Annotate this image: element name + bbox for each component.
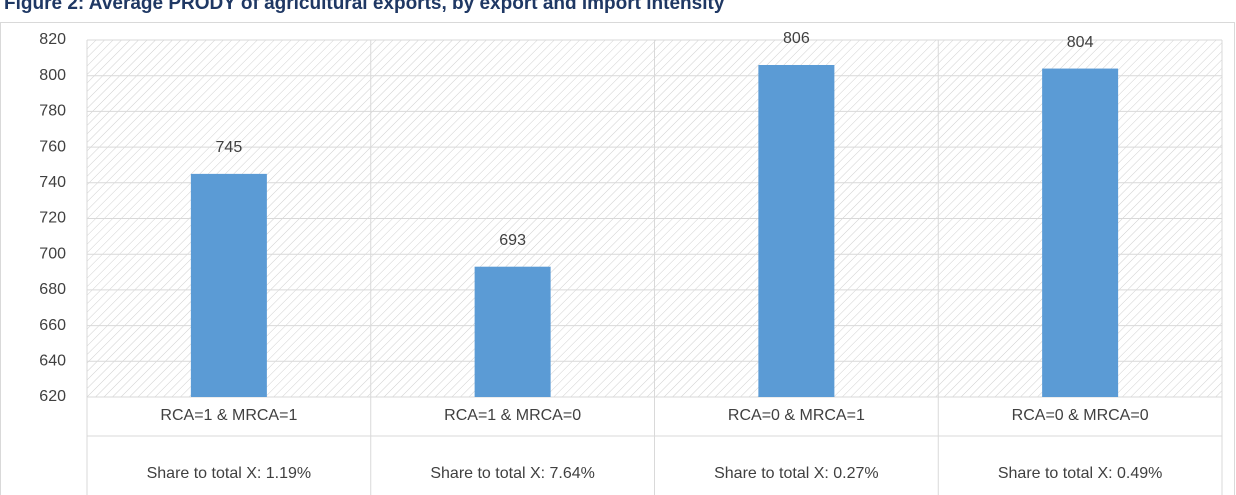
bar <box>1042 68 1119 397</box>
y-tick-label: 700 <box>39 245 66 262</box>
x-subcategory-label: Share to total X: 0.49% <box>998 465 1163 482</box>
x-subcategory-label: Share to total X: 1.19% <box>147 465 312 482</box>
x-tick-label: RCA=0 & MRCA=1 <box>728 407 865 424</box>
x-tick-label: RCA=1 & MRCA=1 <box>160 407 297 424</box>
y-tick-label: 780 <box>39 103 66 120</box>
chart-frame <box>0 22 1235 495</box>
y-tick-label: 820 <box>39 31 66 48</box>
y-tick-label: 760 <box>39 138 66 155</box>
x-tick-label: RCA=0 & MRCA=0 <box>1012 407 1149 424</box>
x-subcategory-label: Share to total X: 0.27% <box>714 465 879 482</box>
y-tick-label: 740 <box>39 174 66 191</box>
data-label: 745 <box>216 139 243 156</box>
bar <box>474 266 551 397</box>
bar <box>190 173 267 397</box>
y-tick-label: 680 <box>39 281 66 298</box>
y-tick-label: 720 <box>39 210 66 227</box>
y-tick-label: 660 <box>39 317 66 334</box>
x-tick-label: RCA=1 & MRCA=0 <box>444 407 581 424</box>
data-label: 804 <box>1067 34 1094 51</box>
y-tick-label: 620 <box>39 388 66 405</box>
y-tick-label: 800 <box>39 67 66 84</box>
data-label: 693 <box>499 232 526 249</box>
chart-title: Figure 2: Average PRODY of agricultural … <box>4 0 725 14</box>
data-label: 806 <box>783 30 810 47</box>
y-tick-label: 640 <box>39 353 66 370</box>
x-subcategory-label: Share to total X: 7.64% <box>430 465 595 482</box>
bar <box>758 64 835 398</box>
